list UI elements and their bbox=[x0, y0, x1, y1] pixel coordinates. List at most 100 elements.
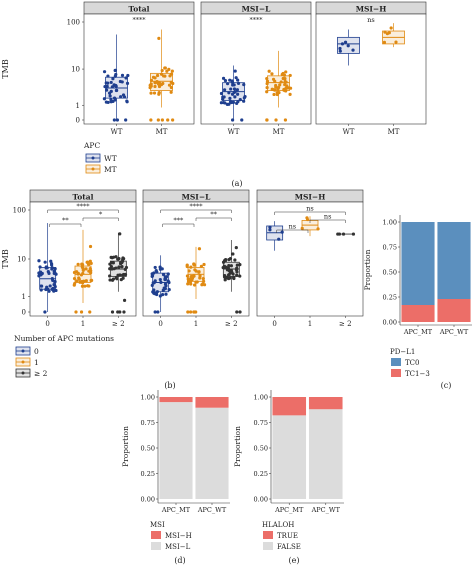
legend-key-dot bbox=[91, 167, 95, 171]
x-tick-label: APC_WT bbox=[311, 506, 341, 514]
data-point bbox=[231, 252, 235, 256]
facet-frame bbox=[83, 13, 195, 125]
data-point bbox=[156, 118, 160, 122]
panel-label-d: (d) bbox=[174, 556, 185, 565]
y-tick-label: 100 bbox=[67, 19, 80, 27]
x-tick-label: WT bbox=[228, 128, 240, 136]
x-tick-label: 0 bbox=[272, 320, 276, 328]
data-point bbox=[81, 262, 85, 267]
y-axis-label: Proportion bbox=[363, 249, 372, 290]
data-point bbox=[240, 118, 244, 122]
data-point bbox=[234, 76, 238, 80]
y-tick-label: 0.50 bbox=[141, 445, 155, 453]
facet-title: Total bbox=[129, 5, 150, 14]
significance-bracket bbox=[195, 217, 232, 221]
legend-key bbox=[263, 531, 273, 539]
significance-label: ns bbox=[289, 223, 297, 231]
data-point bbox=[270, 87, 274, 91]
legend-key bbox=[151, 531, 161, 539]
y-tick-label: 1.00 bbox=[254, 394, 268, 402]
panel-label-a: (a) bbox=[231, 179, 242, 188]
data-point bbox=[192, 310, 196, 314]
data-point bbox=[166, 118, 170, 122]
data-point bbox=[202, 283, 207, 287]
data-point bbox=[186, 282, 190, 286]
data-point bbox=[197, 270, 201, 274]
data-point bbox=[89, 261, 93, 266]
y-axis-label: TMB bbox=[1, 249, 10, 269]
data-point bbox=[72, 283, 76, 287]
data-point bbox=[162, 74, 166, 78]
legend-label: 1 bbox=[34, 358, 39, 367]
data-point bbox=[288, 92, 292, 97]
data-point bbox=[52, 271, 56, 276]
data-point bbox=[189, 275, 193, 279]
y-tick-label: 1 bbox=[76, 102, 80, 110]
data-point bbox=[229, 264, 233, 268]
data-point bbox=[86, 262, 90, 266]
data-point bbox=[274, 118, 278, 122]
significance-label: ns bbox=[306, 205, 314, 213]
stacked-bar-segment bbox=[272, 415, 307, 499]
x-tick-label: 1 bbox=[308, 320, 312, 328]
significance-label: **** bbox=[77, 203, 91, 211]
facet-title: MSI−L bbox=[182, 193, 212, 202]
data-point bbox=[149, 118, 153, 122]
data-point bbox=[157, 84, 162, 89]
data-point bbox=[343, 40, 348, 44]
data-point bbox=[192, 263, 197, 267]
data-point bbox=[272, 92, 276, 97]
data-point bbox=[149, 91, 153, 95]
data-point bbox=[114, 83, 118, 88]
data-point bbox=[156, 310, 160, 314]
data-point bbox=[111, 77, 115, 81]
data-point bbox=[153, 84, 157, 89]
panel-label-c: (c) bbox=[441, 381, 452, 390]
y-tick-label: 0 bbox=[76, 117, 80, 125]
data-point bbox=[121, 276, 125, 280]
y-tick-label: 0.50 bbox=[254, 445, 268, 453]
x-tick-label: APC_MT bbox=[274, 506, 304, 514]
significance-label: ns bbox=[324, 213, 332, 221]
data-point bbox=[163, 277, 167, 282]
data-point bbox=[121, 256, 125, 260]
data-point bbox=[230, 92, 235, 96]
data-point bbox=[112, 118, 116, 122]
data-point bbox=[200, 283, 204, 287]
y-tick-label: 0.00 bbox=[383, 319, 397, 327]
data-point bbox=[265, 118, 269, 122]
legend-key bbox=[151, 542, 161, 550]
data-point bbox=[86, 284, 90, 288]
data-point bbox=[116, 257, 120, 261]
significance-bracket bbox=[49, 223, 82, 227]
data-point bbox=[153, 265, 157, 270]
data-point bbox=[233, 258, 237, 262]
data-point bbox=[111, 99, 115, 104]
data-point bbox=[229, 87, 233, 91]
data-point bbox=[278, 83, 282, 87]
panel-e: Proportion 0.00 0.25 0.50 0.75 1.00 APC_MT APC_… bbox=[233, 390, 344, 551]
panel-c: Proportion 0.00 0.25 0.50 0.75 1.00 APC_MT APC_… bbox=[363, 215, 472, 378]
data-point bbox=[235, 310, 239, 314]
data-point bbox=[223, 79, 228, 83]
data-point bbox=[233, 69, 237, 73]
data-point bbox=[46, 270, 50, 274]
x-tick-label: APC_WT bbox=[197, 506, 227, 514]
data-point bbox=[158, 277, 162, 282]
data-point bbox=[222, 88, 227, 92]
x-tick-label: 1 bbox=[194, 320, 198, 328]
data-point bbox=[170, 69, 174, 73]
stacked-bar-segment bbox=[308, 397, 343, 410]
data-point bbox=[76, 262, 80, 266]
data-point bbox=[228, 96, 232, 100]
legend-label: FALSE bbox=[277, 543, 301, 551]
data-point bbox=[274, 85, 278, 89]
data-point bbox=[79, 310, 84, 314]
data-point bbox=[189, 282, 193, 286]
x-tick-label: ≥ 2 bbox=[112, 320, 125, 328]
data-point bbox=[108, 94, 112, 98]
panel-a: TMB 0 1 10 100 Total WT MT **** MSI−L WT MT **** MSI−… bbox=[1, 1, 427, 174]
data-point bbox=[284, 70, 288, 74]
box bbox=[267, 75, 290, 91]
x-tick-label: 0 bbox=[45, 320, 49, 328]
